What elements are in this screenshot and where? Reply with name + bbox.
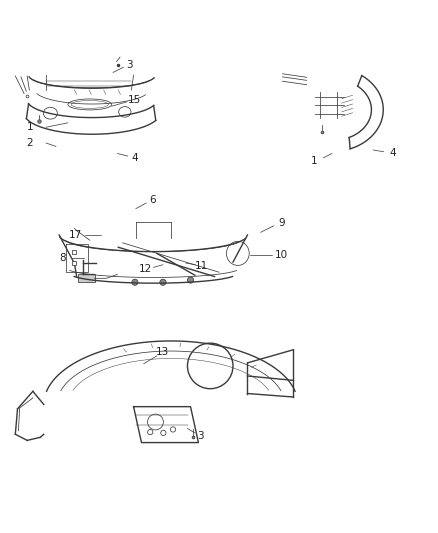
Circle shape [132,279,138,285]
Circle shape [160,279,166,285]
FancyBboxPatch shape [78,274,95,282]
Text: 4: 4 [389,148,396,158]
Text: 10: 10 [275,250,288,260]
Text: 17: 17 [69,230,82,240]
Text: 9: 9 [278,217,285,228]
Text: 8: 8 [59,253,66,263]
Text: 11: 11 [195,261,208,271]
Text: 3: 3 [126,60,133,70]
Text: 6: 6 [149,195,156,205]
Text: 1: 1 [311,156,318,166]
Text: 12: 12 [139,264,152,274]
Text: 4: 4 [131,153,138,163]
Text: 2: 2 [26,138,33,148]
Text: 15: 15 [128,95,141,105]
Circle shape [187,277,194,283]
Text: 1: 1 [26,122,33,132]
Text: 13: 13 [156,347,170,357]
Text: 3: 3 [197,431,204,441]
